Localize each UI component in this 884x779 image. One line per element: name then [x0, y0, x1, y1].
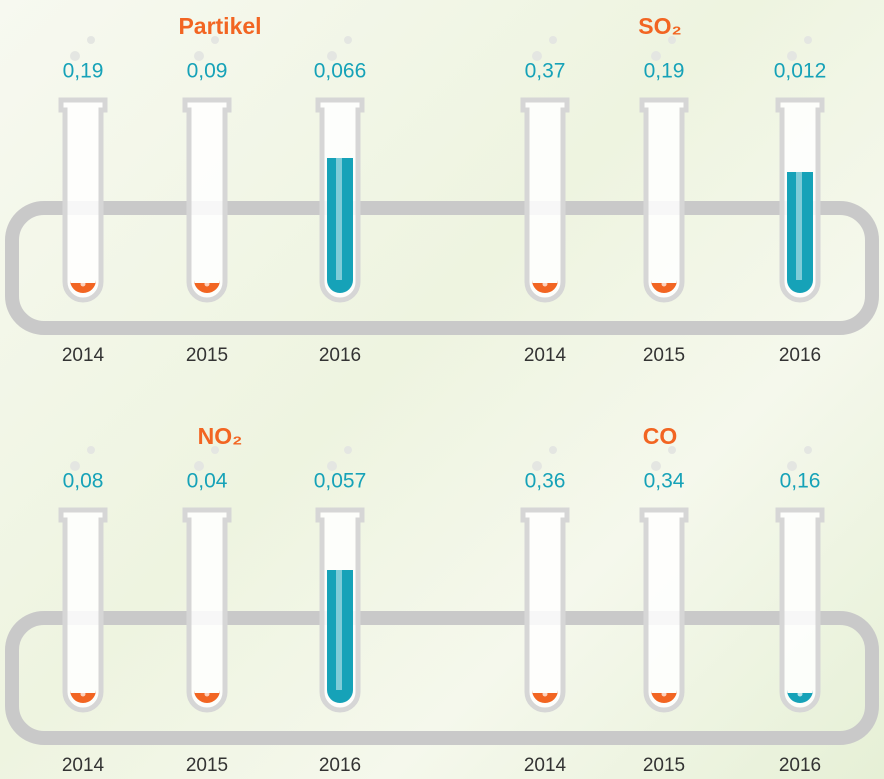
value: 0,057 — [314, 470, 367, 493]
tube — [642, 100, 686, 300]
bubble — [344, 36, 352, 44]
tube-shine — [796, 172, 802, 280]
tube — [523, 100, 567, 300]
bubble — [344, 446, 352, 454]
bubble — [804, 446, 812, 454]
year: 2014 — [524, 755, 567, 776]
value: 0,19 — [63, 60, 104, 83]
group-title: SO₂ — [638, 13, 681, 39]
group-title: NO₂ — [198, 423, 243, 449]
value: 0,19 — [644, 60, 685, 83]
tube — [61, 100, 105, 300]
year: 2014 — [62, 345, 105, 366]
bubble — [87, 36, 95, 44]
tube — [642, 510, 686, 710]
tube — [61, 510, 105, 710]
tube-dot — [205, 692, 210, 697]
bubble — [549, 446, 557, 454]
year: 2016 — [319, 755, 361, 776]
value: 0,066 — [314, 60, 367, 83]
infographic: Partikel 0,19 2014 0,09 2015 0,066 2016 SO₂ 0,37… — [0, 0, 884, 779]
bubble — [211, 446, 219, 454]
year: 2014 — [524, 345, 567, 366]
frame — [12, 208, 872, 328]
tube-dot — [543, 692, 548, 697]
tube-dot — [81, 282, 86, 287]
tube — [778, 510, 822, 710]
bubble — [668, 36, 676, 44]
tube-dot — [205, 282, 210, 287]
value: 0,37 — [525, 60, 566, 83]
group-title: CO — [643, 423, 678, 449]
bubble — [211, 36, 219, 44]
value: 0,04 — [187, 470, 228, 493]
tube-shine — [336, 158, 342, 280]
year: 2015 — [643, 345, 685, 366]
bubble — [804, 36, 812, 44]
value: 0,09 — [187, 60, 228, 83]
bubble — [549, 36, 557, 44]
bubble — [668, 446, 676, 454]
year: 2016 — [779, 345, 821, 366]
value: 0,012 — [774, 60, 827, 83]
tube — [523, 510, 567, 710]
tube-dot — [662, 692, 667, 697]
year: 2016 — [319, 345, 361, 366]
tube — [185, 100, 229, 300]
value: 0,08 — [63, 470, 104, 493]
tube-dot — [798, 692, 803, 697]
value: 0,16 — [780, 470, 821, 493]
year: 2016 — [779, 755, 821, 776]
year: 2015 — [186, 755, 228, 776]
year: 2014 — [62, 755, 105, 776]
tube-dot — [543, 282, 548, 287]
page: {"groups": [ {"title": "Partikel", "item… — [0, 0, 884, 779]
tube-shine — [336, 570, 342, 690]
year: 2015 — [643, 755, 685, 776]
frame — [12, 618, 872, 738]
tube-dot — [662, 282, 667, 287]
value: 0,34 — [644, 470, 685, 493]
year: 2015 — [186, 345, 228, 366]
tube — [185, 510, 229, 710]
bubble — [87, 446, 95, 454]
value: 0,36 — [525, 470, 566, 493]
tube-dot — [81, 692, 86, 697]
group-title: Partikel — [178, 13, 261, 39]
